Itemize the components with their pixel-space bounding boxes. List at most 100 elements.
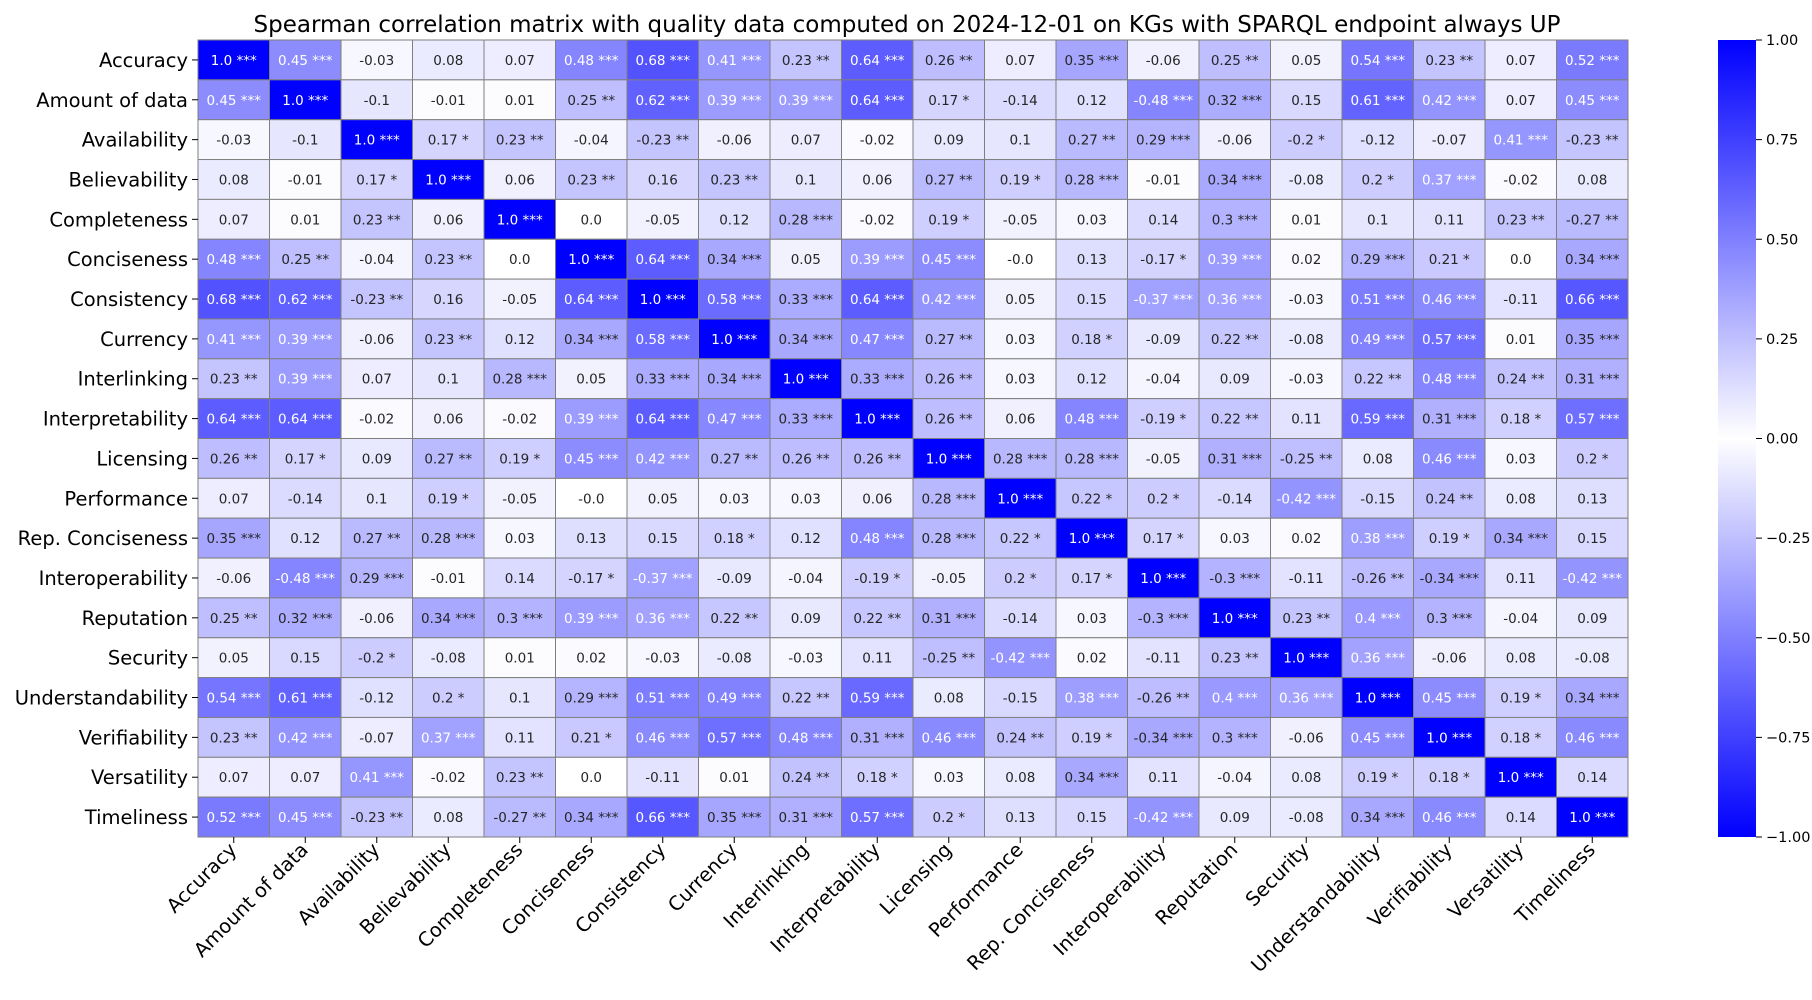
cell-annotation: 0.45 *** [206,93,261,109]
cell-annotation: 0.31 *** [921,611,976,627]
heatmap-cell [1270,79,1343,121]
heatmap-cell [269,677,342,718]
y-tick-label: Consistency [70,288,188,311]
heatmap-cell [1556,716,1629,758]
cell-annotation: 0.16 [433,292,463,308]
cell-annotation: -0.37 *** [1134,292,1194,308]
heatmap-cell [1055,716,1128,758]
heatmap-cell [483,238,556,280]
heatmap-cell [1198,198,1271,240]
cell-annotation: 0.14 [1148,212,1178,228]
heatmap-cell [984,438,1057,479]
heatmap-cell [1127,438,1200,479]
cell-annotation: 0.19 * [1429,531,1470,547]
cell-annotation: -0.02 [860,212,895,228]
cell-annotation: 0.07 [290,770,320,786]
cell-annotation: -0.15 [1360,491,1395,507]
cell-annotation: -0.0 [578,491,604,507]
cell-annotation: -0.27 ** [1566,212,1619,228]
cell-annotation: 0.12 [1077,372,1107,388]
cell-annotation: 0.54 *** [206,691,261,707]
heatmap-cell [698,198,771,240]
cell-annotation: -0.01 [431,571,466,587]
cell-annotation: 0.06 [862,172,892,188]
heatmap-cell [912,318,985,360]
heatmap-cell [769,159,842,200]
x-tick-label: Security [1241,838,1314,911]
cell-annotation: 0.02 [1291,531,1321,547]
heatmap-cell [769,597,842,639]
heatmap-cell [698,756,771,798]
cell-annotation: 0.18 * [1429,770,1470,786]
cell-annotation: -0.04 [359,252,394,268]
cell-annotation: 1.0 *** [854,412,900,428]
heatmap-cell [1556,39,1629,81]
colorbar-tick-label: −1.00 [1766,830,1810,846]
heatmap-cell [984,318,1057,360]
heatmap-cell [340,39,413,81]
heatmap-cell [197,597,270,639]
heatmap-cell [912,796,985,838]
heatmap-cell [1484,517,1557,559]
heatmap-cell [626,278,699,320]
colorbar-tick-label: −0.75 [1766,730,1810,746]
cell-annotation: 0.05 [219,651,249,667]
cell-annotation: 0.41 *** [707,53,762,69]
cell-annotation: 0.03 [1220,531,1250,547]
heatmap-cell [1055,796,1128,838]
heatmap-cell [626,716,699,758]
chart-title: Spearman correlation matrix with quality… [254,12,1561,38]
cell-annotation: 0.07 [219,491,249,507]
cell-annotation: 0.1 [1367,212,1388,228]
heatmap-cell [1270,716,1343,758]
cell-annotation: 0.18 * [1500,412,1541,428]
heatmap-cell [769,119,842,161]
cell-annotation: -0.08 [1289,332,1324,348]
heatmap-cell [1484,238,1557,280]
cell-annotation: 0.35 *** [1565,332,1620,348]
cell-annotation: 0.07 [219,212,249,228]
cell-annotation: 0.4 *** [1355,611,1401,627]
cell-annotation: 0.25 ** [281,252,329,268]
cell-annotation: 0.42 *** [921,292,976,308]
cell-annotation: 0.45 *** [921,252,976,268]
heatmap-cell [984,238,1057,280]
cell-annotation: 0.3 *** [1212,730,1258,746]
cell-annotation: -0.08 [431,651,466,667]
cell-annotation: 0.22 ** [782,691,830,707]
heatmap-cell [483,119,556,161]
cell-annotation: 0.06 [862,491,892,507]
heatmap-cell [1484,796,1557,838]
heatmap-cell [340,358,413,400]
cell-annotation: 0.36 *** [1350,651,1405,667]
y-tick-label: Interlinking [78,368,188,391]
cell-annotation: 0.22 * [1000,531,1041,547]
colorbar: 1.00 0.75 0.50 0.25 0.00 −0.25 −0.50 −0.75 −1.00 [1718,33,1810,846]
heatmap-cell [698,119,771,161]
cell-annotation: -0.0 [1007,252,1033,268]
cell-annotation: 0.34 *** [707,252,762,268]
cell-annotation: 0.27 ** [1068,133,1116,149]
colorbar-tick-label: 0.75 [1766,133,1798,149]
heatmap-cell [1341,796,1414,838]
cell-annotation: 0.24 ** [1425,491,1473,507]
heatmap-cell [1198,477,1271,519]
cell-annotation: -0.06 [359,332,394,348]
cell-annotation: 0.39 *** [278,372,333,388]
cell-annotation: 0.07 [1506,93,1536,109]
heatmap-cell [984,716,1057,758]
heatmap-cell [1556,796,1629,838]
cell-annotation: 0.18 * [857,770,898,786]
heatmap-cell [555,119,628,161]
cell-annotation: 0.15 [1077,810,1107,826]
cell-annotation: 0.23 ** [496,133,544,149]
cell-annotation: -0.09 [1146,332,1181,348]
cell-annotation: 1.0 *** [926,451,972,467]
heatmap-cell [340,637,413,679]
cell-annotation: 0.15 [648,531,678,547]
cell-annotation: 0.08 [1577,172,1607,188]
heatmap-cell [1556,637,1629,679]
cell-annotation: 0.48 *** [1422,372,1477,388]
heatmap-cell [912,278,985,320]
cell-annotation: 0.08 [1291,770,1321,786]
